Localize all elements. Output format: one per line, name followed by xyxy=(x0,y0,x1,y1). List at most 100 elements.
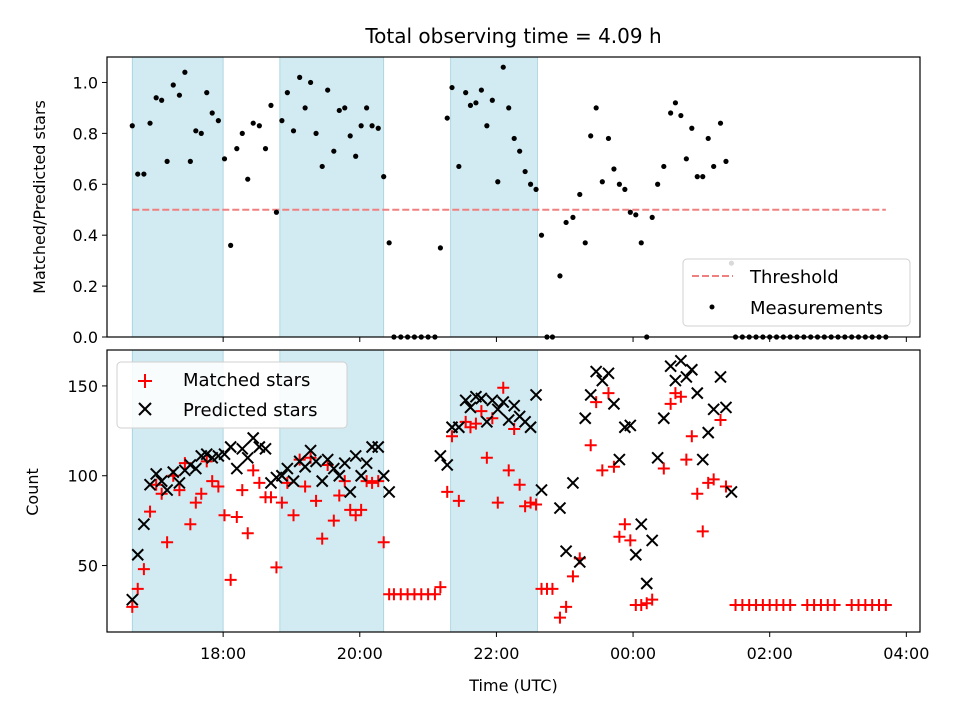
top-panel: 0.0 0.2 0.4 0.6 0.8 1.0 Matched/Predicted sta… xyxy=(30,56,921,347)
predicted-stars-series xyxy=(126,354,738,606)
predicted-star-point-1 xyxy=(131,548,144,561)
matched-star-point-26 xyxy=(275,496,288,509)
measurement-point-55 xyxy=(449,84,455,91)
matched-star-point-121 xyxy=(879,599,892,612)
measurement-point-45 xyxy=(386,240,392,246)
matched-star-point-53 xyxy=(434,581,447,594)
matched-star-point-8 xyxy=(173,484,186,497)
predicted-star-point-43 xyxy=(372,440,385,454)
matched-star-point-56 xyxy=(452,494,465,507)
predicted-star-point-81 xyxy=(645,534,659,547)
measurement-point-97 xyxy=(689,125,695,131)
predicted-star-point-17 xyxy=(224,440,237,454)
measurement-point-12 xyxy=(198,130,204,136)
bottom-y-tick-label-0: 50 xyxy=(78,557,98,576)
predicted-star-point-46 xyxy=(434,449,447,463)
matched-star-point-0 xyxy=(126,600,139,613)
measurement-point-92 xyxy=(661,163,667,170)
measurement-point-23 xyxy=(262,146,269,152)
measurement-point-70 xyxy=(533,186,539,192)
measurement-point-22 xyxy=(256,123,262,129)
predicted-star-point-3 xyxy=(143,478,157,491)
matched-star-point-93 xyxy=(674,390,687,403)
matched-star-point-67 xyxy=(513,478,526,491)
measurement-point-101 xyxy=(711,163,717,170)
predicted-star-point-59 xyxy=(507,399,521,412)
top-legend: Threshold Measurements xyxy=(682,258,911,327)
predicted-star-point-78 xyxy=(629,548,642,561)
predicted-star-point-26 xyxy=(275,469,289,482)
predicted-star-point-39 xyxy=(349,449,362,463)
measurement-point-77 xyxy=(577,191,583,198)
matched-star-point-28 xyxy=(287,509,300,522)
predicted-star-point-47 xyxy=(441,458,454,472)
legend-matched-label: Matched stars xyxy=(183,370,310,391)
predicted-star-point-69 xyxy=(579,412,592,425)
bottom-shaded-interval-2 xyxy=(450,349,538,633)
predicted-star-point-0 xyxy=(126,593,139,606)
measurement-point-96 xyxy=(683,156,689,162)
legend-measurements-swatch xyxy=(709,304,715,310)
predicted-star-point-71 xyxy=(589,365,603,378)
matched-star-point-22 xyxy=(253,476,266,489)
matched-star-point-81 xyxy=(602,387,615,400)
predicted-star-point-11 xyxy=(189,462,203,475)
matched-star-point-35 xyxy=(327,514,340,527)
predicted-star-point-20 xyxy=(241,451,254,464)
matched-star-point-25 xyxy=(270,561,283,574)
measurement-point-71 xyxy=(538,232,545,238)
measurement-point-69 xyxy=(527,181,534,187)
x-tick-label-5: 04:00 xyxy=(883,644,929,663)
predicted-star-point-10 xyxy=(184,458,197,472)
measurement-point-11 xyxy=(193,128,199,134)
predicted-star-point-54 xyxy=(480,415,494,429)
matched-star-point-4 xyxy=(150,478,163,491)
matched-star-point-44 xyxy=(377,536,390,549)
predicted-star-point-68 xyxy=(573,555,586,569)
predicted-star-point-27 xyxy=(281,462,294,475)
measurement-point-93 xyxy=(668,110,674,116)
predicted-star-point-83 xyxy=(657,412,671,425)
measurement-point-54 xyxy=(444,115,450,121)
predicted-star-point-87 xyxy=(680,370,693,384)
matched-star-point-6 xyxy=(161,536,174,549)
predicted-star-point-50 xyxy=(459,394,472,407)
predicted-star-point-65 xyxy=(553,501,567,515)
predicted-star-point-80 xyxy=(640,577,653,590)
predicted-star-point-38 xyxy=(344,485,357,499)
predicted-star-point-32 xyxy=(309,455,323,468)
measurement-point-33 xyxy=(319,163,325,170)
measurement-point-37 xyxy=(342,105,348,111)
matched-star-point-10 xyxy=(184,518,197,531)
measurement-point-65 xyxy=(506,105,512,111)
measurement-point-62 xyxy=(489,97,495,103)
measurement-point-99 xyxy=(700,174,706,180)
measurement-point-4 xyxy=(153,95,159,101)
predicted-star-point-7 xyxy=(167,465,180,479)
measurement-point-29 xyxy=(297,74,303,80)
matched-star-point-19 xyxy=(236,484,249,497)
measurement-point-87 xyxy=(633,212,639,218)
matched-star-point-40 xyxy=(355,503,368,516)
measurement-point-17 xyxy=(228,242,234,248)
predicted-star-point-51 xyxy=(464,401,477,414)
predicted-star-point-4 xyxy=(149,467,163,481)
matched-star-point-61 xyxy=(480,451,493,464)
matched-star-point-70 xyxy=(530,498,543,511)
measurement-point-86 xyxy=(627,209,633,215)
legend-predicted-swatch xyxy=(138,402,152,416)
matched-star-point-75 xyxy=(560,600,573,613)
matched-star-point-1 xyxy=(131,582,144,595)
predicted-star-point-34 xyxy=(321,453,334,466)
measurement-point-56 xyxy=(456,163,462,170)
predicted-star-point-74 xyxy=(607,397,621,411)
bottom-legend: Matched stars Predicted stars xyxy=(116,361,348,429)
measurement-point-26 xyxy=(279,118,285,124)
top-shaded-interval-2 xyxy=(450,56,538,338)
predicted-star-point-23 xyxy=(259,442,272,455)
measurement-point-27 xyxy=(284,90,290,96)
predicted-star-point-30 xyxy=(298,460,312,473)
predicted-star-point-40 xyxy=(354,469,368,482)
matched-star-point-78 xyxy=(584,439,597,452)
measurement-point-43 xyxy=(375,125,381,131)
